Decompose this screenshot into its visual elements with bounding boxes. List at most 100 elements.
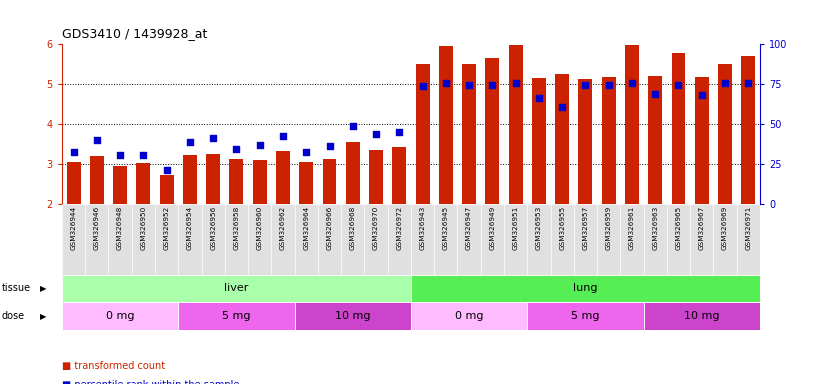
Bar: [672, 53, 686, 204]
Point: [369, 131, 382, 137]
Text: GSM326948: GSM326948: [117, 206, 123, 250]
Text: ■ transformed count: ■ transformed count: [62, 361, 165, 371]
Text: GSM326961: GSM326961: [629, 206, 635, 250]
Text: GSM326972: GSM326972: [396, 206, 402, 250]
Bar: [62, 204, 85, 275]
Text: GSM326952: GSM326952: [164, 206, 169, 250]
Text: GSM326971: GSM326971: [745, 206, 752, 250]
Bar: [183, 155, 197, 204]
Point: [532, 95, 545, 101]
Point: [90, 137, 103, 143]
Bar: [550, 204, 574, 275]
Text: ▶: ▶: [40, 311, 46, 321]
Text: 5 mg: 5 mg: [571, 311, 600, 321]
Bar: [85, 204, 108, 275]
Bar: [113, 166, 127, 204]
Bar: [322, 159, 336, 204]
Bar: [159, 175, 173, 204]
Bar: [718, 64, 732, 204]
Bar: [643, 204, 667, 275]
Point: [579, 82, 592, 88]
Bar: [295, 204, 318, 275]
Text: GSM326967: GSM326967: [699, 206, 705, 250]
Text: ■ percentile rank within the sample: ■ percentile rank within the sample: [62, 380, 240, 384]
Point: [300, 149, 313, 155]
Text: GSM326970: GSM326970: [373, 206, 379, 250]
Text: tissue: tissue: [2, 283, 31, 293]
Text: GSM326969: GSM326969: [722, 206, 728, 250]
Bar: [695, 77, 709, 204]
Text: lung: lung: [573, 283, 598, 293]
Bar: [62, 302, 178, 330]
Point: [463, 82, 476, 88]
Bar: [67, 162, 81, 204]
Bar: [90, 156, 104, 204]
Bar: [346, 142, 360, 204]
Point: [253, 142, 266, 148]
Point: [625, 80, 638, 86]
Bar: [248, 204, 271, 275]
Point: [113, 152, 126, 158]
Bar: [132, 204, 155, 275]
Bar: [411, 204, 434, 275]
Point: [719, 80, 732, 86]
Point: [392, 129, 406, 135]
Bar: [509, 45, 523, 204]
Bar: [643, 302, 760, 330]
Text: GSM326949: GSM326949: [489, 206, 496, 250]
Bar: [648, 76, 662, 204]
Text: 10 mg: 10 mg: [335, 311, 371, 321]
Text: GSM326965: GSM326965: [676, 206, 681, 250]
Bar: [481, 204, 504, 275]
Bar: [527, 302, 643, 330]
Bar: [574, 204, 597, 275]
Text: 0 mg: 0 mg: [455, 311, 483, 321]
Point: [277, 133, 290, 139]
Text: 0 mg: 0 mg: [106, 311, 135, 321]
Bar: [411, 302, 527, 330]
Bar: [178, 204, 202, 275]
Text: GSM326963: GSM326963: [653, 206, 658, 250]
Text: GSM326968: GSM326968: [349, 206, 356, 250]
Bar: [691, 204, 714, 275]
Text: GSM326956: GSM326956: [210, 206, 216, 250]
Point: [67, 149, 80, 155]
Text: liver: liver: [224, 283, 249, 293]
Bar: [387, 204, 411, 275]
Bar: [439, 46, 453, 204]
Text: GSM326962: GSM326962: [280, 206, 286, 250]
Text: GSM326953: GSM326953: [536, 206, 542, 250]
Text: GSM326943: GSM326943: [420, 206, 425, 250]
Bar: [202, 204, 225, 275]
Bar: [225, 204, 248, 275]
Bar: [486, 58, 500, 204]
Bar: [504, 204, 527, 275]
Text: GSM326946: GSM326946: [94, 206, 100, 250]
Point: [439, 80, 453, 86]
Text: GSM326945: GSM326945: [443, 206, 449, 250]
Text: GDS3410 / 1439928_at: GDS3410 / 1439928_at: [62, 27, 207, 40]
Text: GSM326944: GSM326944: [70, 206, 77, 250]
Bar: [620, 204, 643, 275]
Bar: [364, 204, 387, 275]
Point: [416, 83, 430, 89]
Bar: [136, 163, 150, 204]
Bar: [714, 204, 737, 275]
Point: [742, 80, 755, 86]
Bar: [625, 45, 639, 204]
Bar: [527, 204, 550, 275]
Text: GSM326947: GSM326947: [466, 206, 472, 250]
Text: GSM326959: GSM326959: [605, 206, 612, 250]
Bar: [415, 64, 430, 204]
Bar: [299, 162, 313, 204]
Text: GSM326954: GSM326954: [187, 206, 193, 250]
Text: GSM326958: GSM326958: [234, 206, 240, 250]
Text: GSM326950: GSM326950: [140, 206, 146, 250]
Bar: [271, 204, 295, 275]
Bar: [555, 74, 569, 204]
Bar: [434, 204, 458, 275]
Point: [346, 123, 359, 129]
Text: dose: dose: [2, 311, 25, 321]
Bar: [253, 160, 267, 204]
Point: [230, 146, 243, 152]
